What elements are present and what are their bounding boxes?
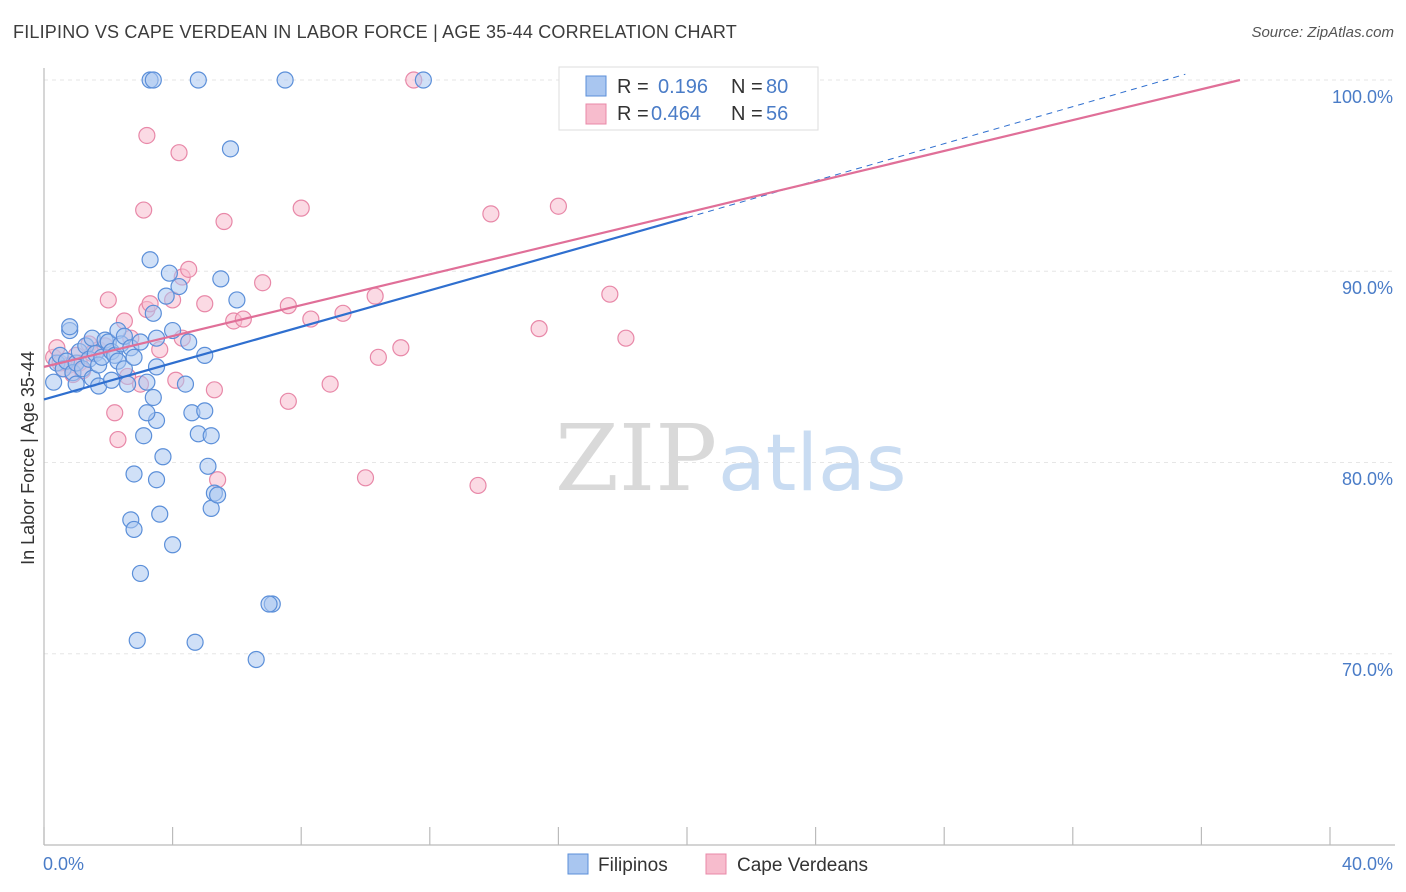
legend-r-value-capeverdeans: 0.464 (651, 103, 701, 125)
cape-verdean-point (530, 320, 548, 338)
filipino-point (186, 633, 204, 651)
filipino-point (125, 520, 143, 539)
cape-verdean-point (469, 476, 487, 495)
filipino-point (144, 71, 162, 89)
cape-verdean-point (205, 381, 223, 399)
cape-verdean-point (180, 260, 198, 278)
cape-verdean-trend-line (43, 78, 1241, 368)
y-axis-label: In Labor Force | Age 35-44 (18, 351, 38, 565)
bottom-legend: Filipinos Cape Verdeans (567, 853, 868, 876)
axes (43, 68, 1395, 846)
legend-r-label-1: R = (617, 76, 649, 98)
watermark-zip: ZIP (555, 405, 717, 512)
cape-verdean-point (99, 291, 117, 309)
filipino-point (196, 402, 214, 420)
gridlines (44, 79, 1395, 655)
source-credit: Source: ZipAtlas.com (1251, 24, 1394, 41)
legend-r-label-2: R = (617, 103, 649, 125)
cape-verdean-point (601, 285, 619, 303)
cape-verdean-point (392, 339, 410, 357)
legend-n-label-1: N = (731, 76, 763, 98)
legend-swatch-capeverdeans (585, 103, 607, 125)
filipino-point (61, 318, 79, 336)
filipino-point (202, 427, 220, 445)
bottom-swatch-filipinos (567, 853, 589, 875)
cape-verdean-point (279, 392, 297, 410)
filipino-point (247, 650, 265, 669)
filipino-point (135, 427, 153, 445)
watermark-atlas: atlas (718, 419, 907, 509)
filipino-trend-line (43, 216, 688, 401)
x-tick-max: 40.0% (1342, 854, 1393, 874)
cape-verdean-point (196, 295, 214, 313)
filipino-point (199, 457, 217, 475)
filipino-point (170, 277, 188, 296)
legend-r-value-filipinos: 0.196 (658, 76, 708, 98)
cape-verdean-point (109, 430, 127, 449)
filipino-point (144, 304, 162, 322)
cape-verdean-point (138, 126, 156, 145)
legend-swatch-filipinos (585, 75, 607, 97)
filipino-point (164, 536, 182, 554)
y-tick-70: 70.0% (1342, 660, 1393, 680)
filipino-point (180, 333, 198, 351)
filipino-point (131, 564, 150, 583)
filipino-trend-extension (686, 73, 1186, 219)
cape-verdean-point (617, 329, 635, 347)
cape-verdean-point (254, 274, 272, 292)
cape-verdean-point (482, 205, 500, 223)
filipino-point (125, 348, 143, 366)
filipino-point (176, 375, 195, 393)
filipino-point (221, 140, 240, 158)
filipino-point (138, 404, 156, 422)
cape-verdean-point (292, 199, 310, 217)
filipino-point (414, 71, 432, 89)
cape-verdean-point (135, 201, 153, 219)
legend-box: R = 0.196 N = 80 R = 0.464 N = 56 (558, 66, 819, 131)
legend-n-value-filipinos: 80 (766, 76, 788, 98)
legend-n-value-capeverdeans: 56 (766, 103, 788, 125)
y-tick-80: 80.0% (1342, 469, 1393, 489)
y-tick-100: 100.0% (1332, 87, 1393, 107)
bottom-label-capeverdeans: Cape Verdeans (737, 855, 868, 876)
cape-verdean-point (106, 404, 124, 422)
filipino-point (212, 270, 230, 288)
legend-n-label-2: N = (731, 103, 763, 125)
cape-verdean-point (321, 375, 339, 393)
filipino-point (141, 251, 159, 269)
filipino-point (138, 373, 156, 391)
filipino-point (209, 486, 227, 504)
y-tick-90: 90.0% (1342, 278, 1393, 298)
cape-verdean-point (279, 297, 297, 315)
cape-verdean-point (366, 287, 384, 305)
filipino-point (125, 465, 143, 483)
cape-verdean-point (170, 144, 188, 162)
filipino-point (154, 448, 172, 466)
filipino-point (189, 71, 207, 89)
cape-verdean-point (369, 348, 387, 366)
cape-verdean-point (549, 197, 568, 215)
bottom-label-filipinos: Filipinos (598, 855, 668, 876)
filipino-points (45, 71, 584, 669)
bottom-swatch-capeverdeans (705, 853, 727, 875)
filipino-point (151, 505, 169, 523)
filipino-point (147, 471, 166, 489)
filipino-point (276, 71, 294, 89)
x-tick-min: 0.0% (43, 854, 84, 874)
filipino-point (228, 291, 246, 309)
filipino-point (157, 287, 175, 305)
filipino-point (260, 595, 278, 613)
filipino-point (45, 373, 63, 391)
trend-lines (43, 73, 1241, 401)
chart-title: FILIPINO VS CAPE VERDEAN IN LABOR FORCE … (13, 22, 737, 42)
filipino-point (144, 388, 162, 407)
cape-verdean-point (215, 212, 233, 231)
filipino-point (160, 264, 178, 282)
cape-verdean-point (356, 469, 375, 487)
filipino-point (128, 631, 146, 649)
